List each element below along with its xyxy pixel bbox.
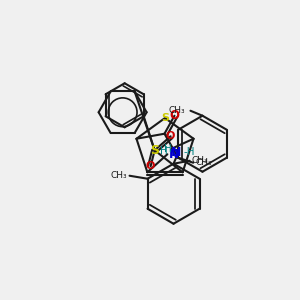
Text: H: H bbox=[164, 144, 172, 154]
Text: S: S bbox=[161, 113, 169, 123]
Text: H: H bbox=[160, 146, 168, 156]
Text: CH₃: CH₃ bbox=[111, 171, 128, 180]
Text: -H: -H bbox=[183, 147, 195, 157]
Text: CH₃: CH₃ bbox=[195, 158, 212, 167]
Text: O: O bbox=[146, 161, 155, 171]
Text: N: N bbox=[171, 146, 182, 159]
Text: N: N bbox=[169, 148, 179, 161]
Text: CH₃: CH₃ bbox=[169, 106, 185, 115]
Text: CH₃: CH₃ bbox=[191, 156, 208, 165]
Text: S: S bbox=[150, 144, 159, 157]
Text: O: O bbox=[166, 131, 175, 141]
Text: O: O bbox=[169, 109, 179, 122]
